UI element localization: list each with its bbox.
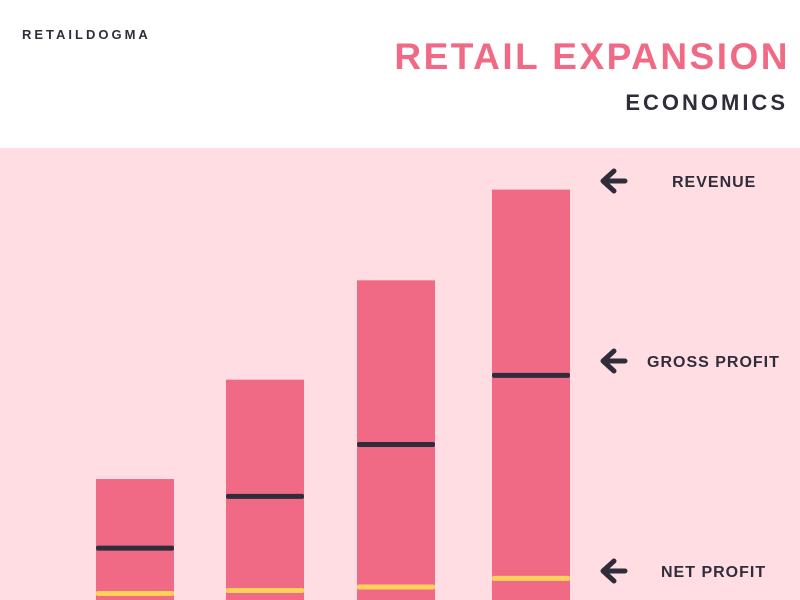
legend-item-net-profit: NET PROFIT — [600, 558, 766, 584]
revenue-bar — [96, 479, 174, 600]
legend-label-revenue: REVENUE — [672, 174, 756, 191]
revenue-bar — [492, 189, 570, 600]
gross-profit-marker — [357, 441, 435, 447]
page-subtitle: ECONOMICS — [625, 90, 788, 115]
arrow-left-icon — [600, 348, 628, 374]
legend-label-gross-profit: GROSS PROFIT — [647, 354, 780, 371]
net-profit-marker — [226, 587, 304, 593]
chart-panel: REVENUE GROSS PROFIT NET PROFIT — [0, 148, 800, 600]
net-profit-marker — [96, 591, 174, 597]
legend-item-revenue: REVENUE — [600, 168, 756, 194]
bar-chart: REVENUE GROSS PROFIT NET PROFIT — [96, 168, 780, 600]
legend: REVENUE GROSS PROFIT NET PROFIT — [600, 168, 780, 584]
net-profit-marker — [492, 575, 570, 581]
arrow-left-icon — [600, 168, 628, 194]
legend-label-net-profit: NET PROFIT — [661, 564, 766, 581]
revenue-bar — [357, 280, 435, 600]
net-profit-marker — [357, 584, 435, 590]
arrow-left-icon — [600, 558, 628, 584]
gross-profit-marker — [96, 545, 174, 551]
page-title: RETAIL EXPANSION — [394, 36, 790, 77]
revenue-bar — [226, 379, 304, 600]
brand-name: RETAILDOGMA — [22, 27, 151, 42]
gross-profit-marker — [492, 372, 570, 378]
legend-item-gross-profit: GROSS PROFIT — [600, 348, 780, 374]
gross-profit-marker — [226, 493, 304, 499]
bars-group — [96, 189, 570, 600]
